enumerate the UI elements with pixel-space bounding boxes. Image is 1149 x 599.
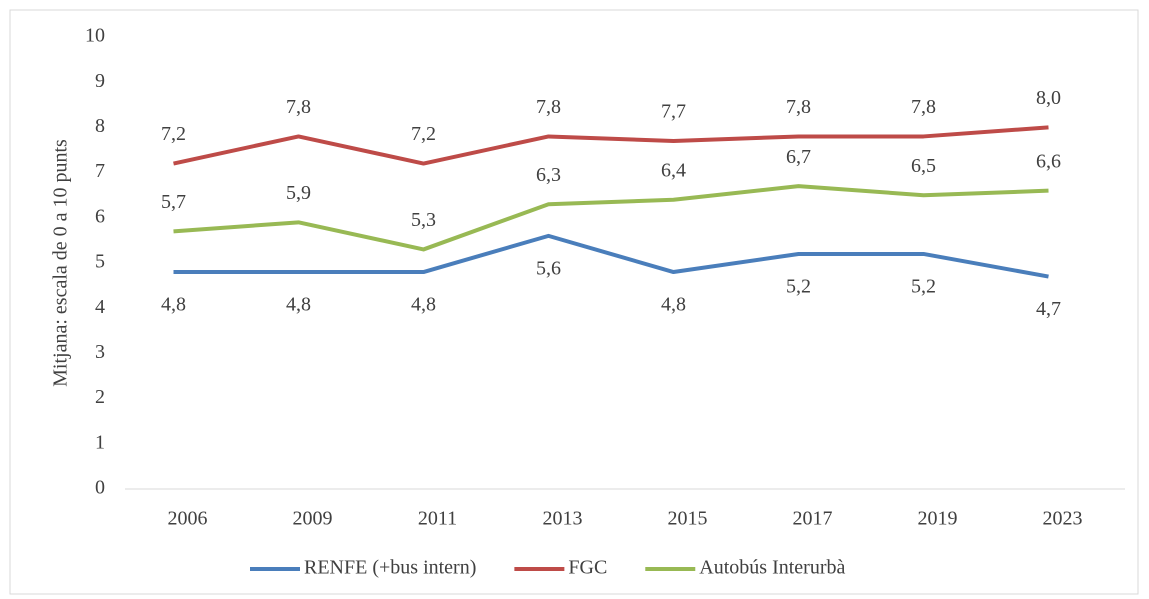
data-label: 7,8 — [911, 96, 936, 118]
x-tick-label: 2015 — [668, 508, 708, 530]
data-label: 4,8 — [411, 294, 436, 316]
data-label: 6,4 — [661, 159, 686, 181]
data-label: 7,8 — [786, 96, 811, 118]
data-label: 5,2 — [911, 276, 936, 298]
y-tick-label: 5 — [95, 251, 105, 273]
x-tick-label: 2006 — [168, 508, 208, 530]
series-line — [173, 184, 1049, 252]
series-line — [173, 125, 1049, 166]
data-label: 7,2 — [411, 123, 436, 145]
data-label: 5,9 — [286, 182, 311, 204]
data-label: 4,8 — [661, 294, 686, 316]
data-label: 4,8 — [286, 294, 311, 316]
y-tick-label: 3 — [95, 341, 105, 363]
data-label: 4,7 — [1036, 298, 1061, 320]
y-tick-label: 10 — [85, 25, 105, 47]
data-label: 6,6 — [1036, 150, 1061, 172]
data-label: 7,8 — [286, 96, 311, 118]
y-tick-label: 4 — [95, 296, 105, 318]
data-label: 6,7 — [786, 146, 811, 168]
x-tick-label: 2019 — [918, 508, 958, 530]
data-label: 6,3 — [536, 164, 561, 186]
series-line — [173, 233, 1049, 279]
data-label: 5,6 — [536, 257, 561, 279]
legend-label: RENFE (+bus intern) — [304, 557, 476, 579]
data-label: 5,2 — [786, 276, 811, 298]
y-tick-label: 6 — [95, 205, 105, 227]
x-tick-label: 2023 — [1043, 508, 1083, 530]
y-tick-label: 8 — [95, 115, 105, 137]
y-tick-label: 7 — [95, 160, 105, 182]
data-label: 6,5 — [911, 155, 936, 177]
data-label: 4,8 — [161, 294, 186, 316]
legend-label: Autobús Interurbà — [699, 557, 845, 579]
x-tick-label: 2017 — [793, 508, 833, 530]
y-tick-label: 1 — [95, 431, 105, 453]
data-label: 5,3 — [411, 209, 436, 231]
y-axis-label: Mitjana: escala de 0 a 10 punts — [50, 139, 72, 387]
x-tick-label: 2011 — [418, 508, 457, 530]
y-tick-label: 9 — [95, 70, 105, 92]
data-label: 8,0 — [1036, 87, 1061, 109]
x-tick-label: 2013 — [543, 508, 583, 530]
legend-label: FGC — [568, 557, 607, 579]
y-tick-label: 0 — [95, 477, 105, 499]
data-label: 7,2 — [161, 123, 186, 145]
x-tick-label: 2009 — [293, 508, 333, 530]
data-label: 5,7 — [161, 191, 186, 213]
y-tick-label: 2 — [95, 386, 105, 408]
data-label: 7,8 — [536, 96, 561, 118]
chart-frame — [9, 9, 1139, 595]
data-label: 7,7 — [661, 101, 686, 123]
